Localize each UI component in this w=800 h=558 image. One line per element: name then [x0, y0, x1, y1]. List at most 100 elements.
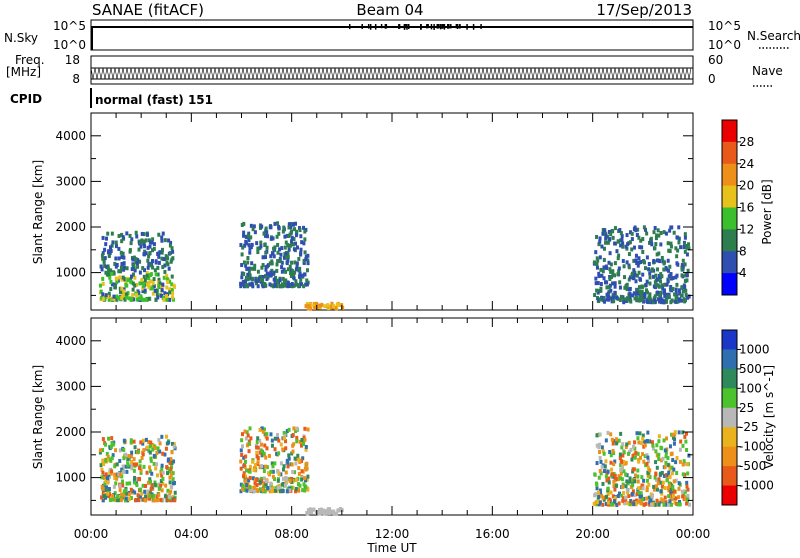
data-cell — [120, 261, 124, 266]
data-cell — [677, 481, 681, 486]
data-cell — [659, 230, 663, 235]
nsky-tick-top: 10^5 — [53, 19, 86, 33]
data-cell — [149, 279, 153, 284]
data-cell — [664, 299, 668, 304]
data-cell — [604, 236, 608, 241]
data-cell — [173, 498, 177, 503]
data-cell — [601, 481, 605, 486]
data-cell — [159, 498, 163, 503]
data-cell — [151, 495, 155, 500]
data-cell — [107, 436, 111, 441]
data-cell — [118, 275, 122, 280]
data-cell — [677, 486, 681, 491]
data-cell — [252, 468, 256, 473]
data-cell — [125, 266, 129, 271]
data-cell — [245, 430, 249, 435]
data-cell — [602, 257, 606, 262]
data-cell — [299, 277, 303, 282]
x-axis-title: Time UT — [366, 541, 417, 554]
data-cell — [309, 302, 313, 307]
cpid-label: CPID — [10, 92, 42, 106]
data-cell — [287, 233, 291, 238]
data-cell — [617, 438, 621, 443]
data-cell — [277, 451, 281, 456]
data-cell — [303, 229, 307, 234]
data-cell — [637, 285, 641, 290]
data-cell — [648, 475, 652, 480]
data-cell — [160, 434, 164, 439]
data-cell — [276, 250, 280, 255]
data-cell — [293, 470, 297, 475]
data-cell — [602, 265, 606, 270]
data-cell — [304, 444, 308, 449]
data-cell — [283, 245, 287, 250]
data-cell — [147, 261, 151, 266]
data-cell — [142, 252, 146, 257]
colorbar-segment — [722, 485, 737, 506]
data-cell — [168, 243, 172, 248]
data-cell — [667, 481, 671, 486]
data-cell — [675, 254, 679, 259]
data-cell — [137, 296, 141, 301]
data-cell — [239, 283, 243, 288]
data-cell — [288, 222, 292, 227]
data-cell — [602, 451, 606, 456]
data-cell — [674, 291, 678, 296]
data-cell — [297, 471, 301, 476]
data-cell — [288, 479, 292, 484]
data-cell — [595, 288, 599, 293]
data-cell — [604, 240, 608, 245]
data-cell — [253, 466, 257, 471]
data-cell — [628, 291, 632, 296]
data-cell — [148, 273, 152, 278]
data-cell — [248, 250, 252, 255]
data-cell — [300, 273, 304, 278]
data-cell — [640, 289, 644, 294]
data-cell — [613, 487, 617, 492]
data-cell — [160, 247, 164, 252]
data-cell — [239, 482, 243, 487]
data-cell — [616, 239, 620, 244]
data-cell — [650, 242, 654, 247]
data-cell — [287, 453, 291, 458]
data-cell — [273, 282, 277, 287]
data-cell — [258, 438, 262, 443]
data-cell — [150, 248, 154, 253]
data-cell — [247, 270, 251, 275]
data-cell — [298, 228, 302, 233]
data-cell — [275, 262, 279, 267]
data-cell — [160, 238, 164, 243]
data-cell — [291, 469, 295, 474]
data-cell — [100, 467, 104, 472]
colorbar-segment — [722, 229, 737, 252]
data-cell — [617, 269, 621, 274]
data-cell — [110, 282, 114, 287]
data-cell — [104, 442, 108, 447]
data-cell — [247, 478, 251, 483]
data-cell — [242, 271, 246, 276]
data-cell — [291, 449, 295, 454]
data-cell — [621, 442, 625, 447]
data-cell — [657, 251, 661, 256]
data-cell — [305, 510, 309, 515]
freq-panel: Freq. [MHz] 18 8 60 0 Nave — [6, 53, 783, 87]
data-cell — [640, 245, 644, 250]
data-cell — [624, 484, 628, 489]
data-cell — [296, 487, 300, 492]
data-cell — [679, 439, 683, 444]
data-cell — [133, 445, 137, 450]
data-cell — [123, 292, 127, 297]
data-cell — [601, 502, 605, 507]
data-cell — [620, 493, 624, 498]
data-cell — [678, 291, 682, 296]
data-cell — [131, 272, 135, 277]
data-cell — [668, 249, 672, 254]
data-cell — [649, 498, 653, 503]
data-cell — [332, 511, 336, 516]
data-cell — [155, 494, 159, 499]
data-cell — [273, 461, 277, 466]
data-cell — [271, 469, 275, 474]
data-cell — [255, 483, 259, 488]
data-cell — [304, 478, 308, 483]
